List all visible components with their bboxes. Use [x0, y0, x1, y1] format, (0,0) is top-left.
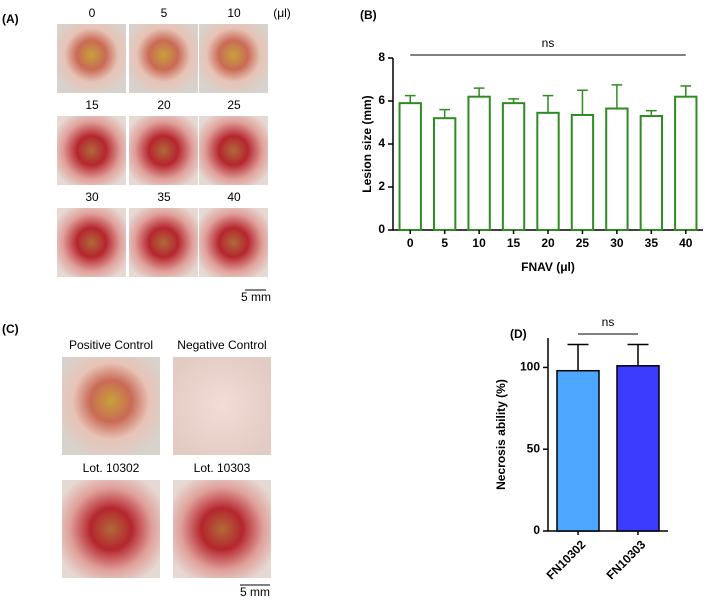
photo-label: Positive Control	[69, 338, 153, 352]
photo-label: 5	[161, 6, 168, 20]
annotation: ns	[602, 315, 615, 329]
annotation: ns	[542, 36, 555, 50]
y-tick-label: 0	[378, 222, 385, 236]
photo	[173, 480, 271, 578]
x-axis-label: FNAV (μl)	[521, 260, 575, 274]
photo	[129, 24, 198, 93]
photo-label: Negative Control	[177, 338, 266, 352]
photo	[129, 116, 198, 185]
photo	[62, 357, 160, 455]
photo-label: 40	[227, 190, 241, 204]
photo-label: 0	[89, 6, 96, 20]
x-tick-label: 40	[679, 236, 693, 250]
photo	[57, 24, 126, 93]
bar	[467, 95, 491, 231]
scale-label: 5 mm	[240, 585, 270, 599]
photo	[57, 208, 126, 277]
photo	[199, 24, 268, 93]
bar	[616, 365, 660, 532]
y-tick-label: 6	[378, 93, 385, 107]
y-tick-label: 100	[520, 360, 540, 374]
photo-label: 20	[157, 98, 171, 112]
photo	[62, 480, 160, 578]
photo-label: 25	[227, 98, 241, 112]
y-tick-label: 0	[533, 523, 540, 537]
unit-label: (μl)	[273, 6, 291, 20]
y-axis-label: Lesion size (mm)	[360, 95, 374, 192]
x-tick-label: FN10303	[604, 537, 649, 582]
bar	[570, 113, 595, 231]
x-tick-label: 10	[472, 236, 486, 250]
photo-label: 30	[85, 190, 99, 204]
panel-letter: (A)	[2, 12, 19, 26]
photo	[173, 357, 271, 455]
y-axis-label: Necrosis ability (%)	[494, 379, 508, 490]
y-tick-label: 4	[378, 136, 385, 150]
bar	[556, 369, 600, 532]
photo-label: 10	[227, 6, 241, 20]
bar	[501, 102, 526, 231]
bar	[398, 102, 422, 231]
x-tick-label: 0	[407, 236, 414, 250]
photo-label: 15	[85, 98, 99, 112]
panel-letter: (D)	[510, 327, 527, 341]
y-tick-label: 8	[378, 50, 385, 64]
bar	[639, 115, 664, 231]
panel-letter: (C)	[2, 322, 19, 336]
y-tick-label: 2	[378, 179, 385, 193]
x-tick-label: 15	[507, 236, 521, 250]
photo-label: Lot. 10302	[83, 461, 140, 475]
x-tick-label: 30	[610, 236, 624, 250]
panel-letter: (B)	[360, 8, 377, 22]
photo	[199, 116, 268, 185]
y-tick-label: 50	[527, 441, 541, 455]
photo	[129, 208, 198, 277]
photo-label: 35	[157, 190, 171, 204]
x-tick-label: 25	[576, 236, 590, 250]
bar	[432, 117, 457, 231]
x-tick-label: FN10302	[544, 537, 589, 582]
x-tick-label: 5	[441, 236, 448, 250]
bar	[536, 111, 560, 231]
photo	[199, 208, 268, 277]
x-tick-label: 35	[645, 236, 659, 250]
x-tick-label: 20	[541, 236, 555, 250]
photo-label: Lot. 10303	[194, 461, 251, 475]
scale-label: 5 mm	[241, 290, 271, 304]
bar	[605, 107, 629, 231]
photo	[57, 116, 126, 185]
bar	[674, 95, 698, 231]
